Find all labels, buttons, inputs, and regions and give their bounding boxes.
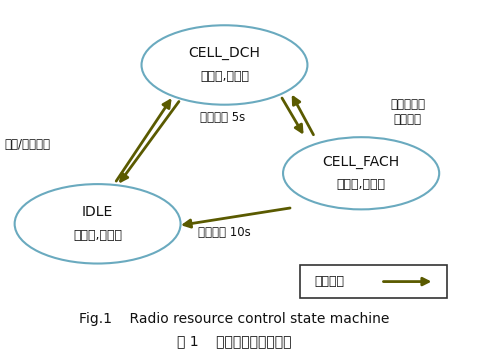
Text: 传输数据量
大于阈值: 传输数据量 大于阈值 <box>390 98 425 126</box>
Text: 无带宽,低功耗: 无带宽,低功耗 <box>73 229 122 242</box>
FancyBboxPatch shape <box>300 265 447 298</box>
Ellipse shape <box>283 137 439 209</box>
Text: 持续空闲 10s: 持续空闲 10s <box>198 226 251 239</box>
Text: 高带宽,高功耗: 高带宽,高功耗 <box>200 70 249 83</box>
Ellipse shape <box>15 184 181 264</box>
Text: CELL_FACH: CELL_FACH <box>323 155 400 169</box>
Text: IDLE: IDLE <box>82 205 113 219</box>
Text: 持续空闲 5s: 持续空闲 5s <box>200 111 245 124</box>
Text: 低带宽,中功耗: 低带宽,中功耗 <box>337 178 386 191</box>
Text: CELL_DCH: CELL_DCH <box>188 47 261 60</box>
Text: 图 1    无线资源控制状态机: 图 1 无线资源控制状态机 <box>177 334 291 348</box>
Text: Fig.1    Radio resource control state machine: Fig.1 Radio resource control state machi… <box>79 313 389 326</box>
Ellipse shape <box>142 25 307 105</box>
Text: 状态转移: 状态转移 <box>315 275 345 288</box>
Text: 接收/发送数据: 接收/发送数据 <box>5 138 51 151</box>
